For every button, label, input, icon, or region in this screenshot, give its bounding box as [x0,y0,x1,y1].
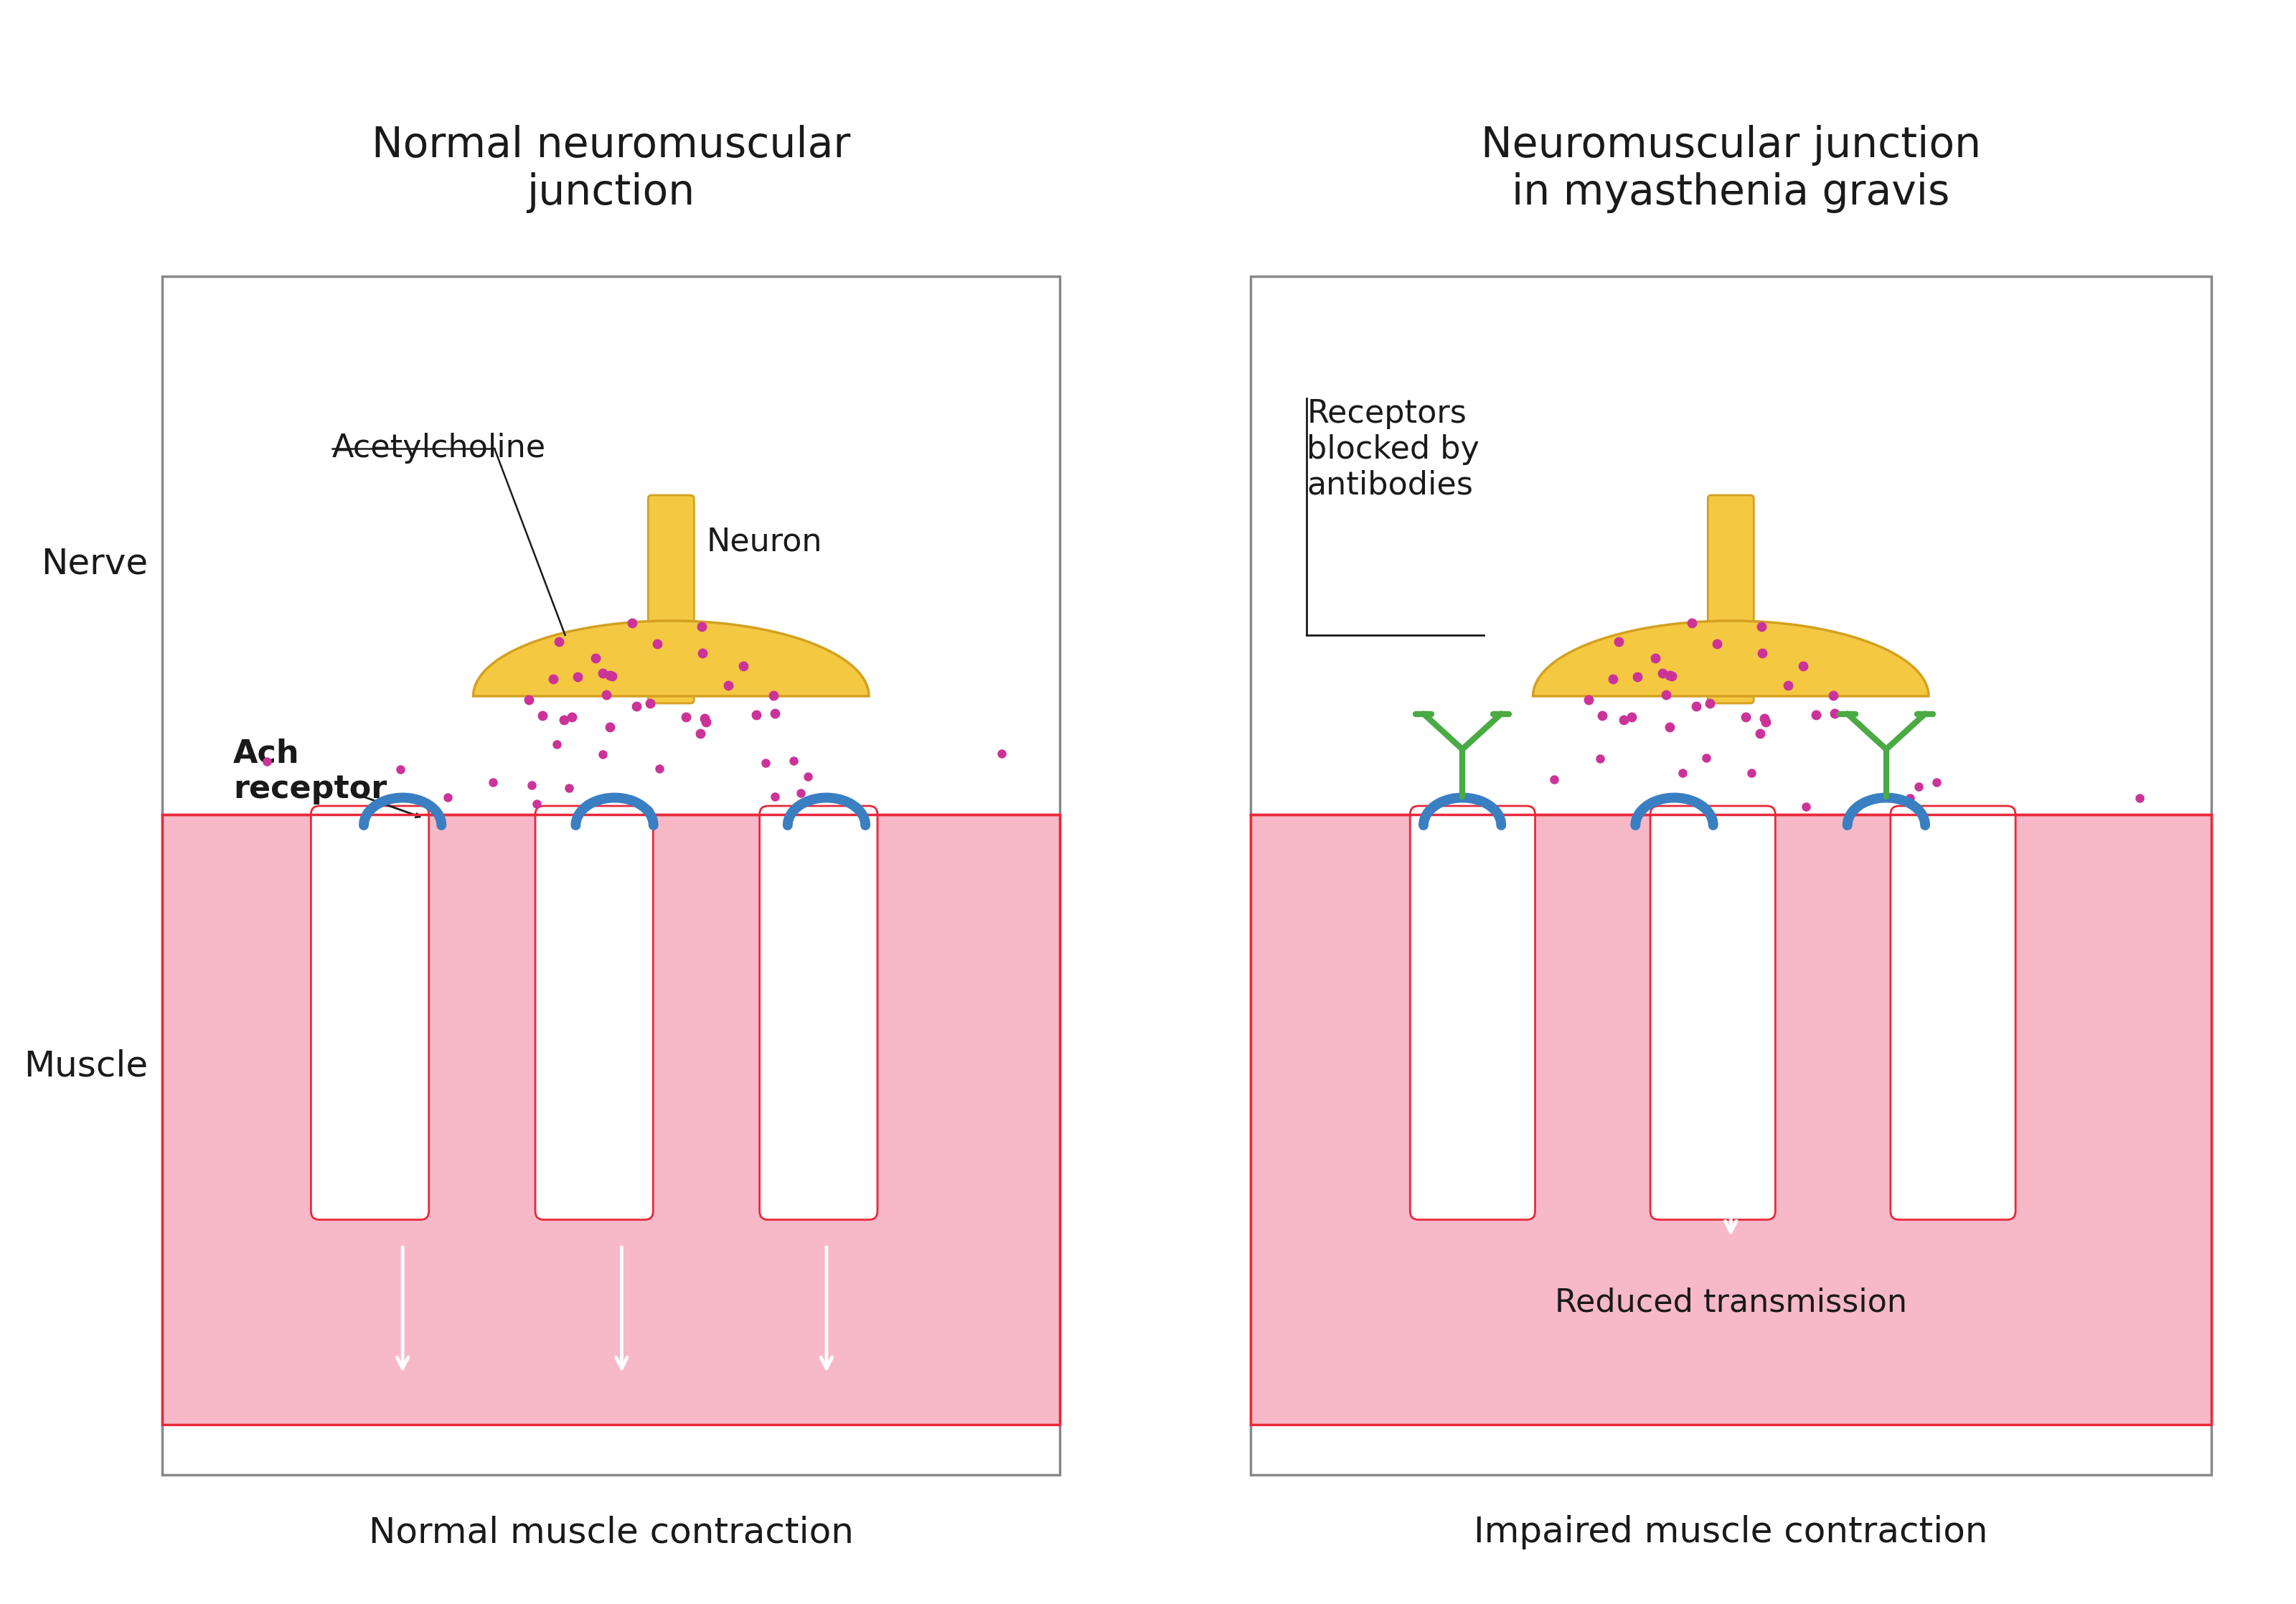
FancyBboxPatch shape [310,805,429,1219]
FancyBboxPatch shape [647,496,693,703]
FancyBboxPatch shape [1251,815,2211,1424]
FancyBboxPatch shape [535,805,652,1219]
Polygon shape [473,621,868,696]
Text: Normal neuromuscular
junction: Normal neuromuscular junction [372,125,850,213]
FancyBboxPatch shape [163,815,1061,1424]
Text: Acetylcholine: Acetylcholine [333,433,546,464]
Text: Muscle: Muscle [23,1049,149,1083]
Text: Impaired muscle contraction: Impaired muscle contraction [1474,1516,1988,1549]
Text: Neuron: Neuron [707,526,822,557]
Text: Receptors
blocked by
antibodies: Receptors blocked by antibodies [1306,398,1479,500]
FancyBboxPatch shape [163,276,1061,1474]
Text: Neuromuscular junction
in myasthenia gravis: Neuromuscular junction in myasthenia gra… [1481,125,1981,213]
FancyBboxPatch shape [1651,805,1775,1219]
FancyBboxPatch shape [760,805,877,1219]
Text: Ach
receptor: Ach receptor [234,738,386,805]
FancyBboxPatch shape [1890,805,2016,1219]
Text: Nerve: Nerve [41,545,149,581]
Text: Normal muscle contraction: Normal muscle contraction [370,1516,854,1549]
Polygon shape [1534,621,1929,696]
Text: Reduced transmission: Reduced transmission [1554,1286,1908,1318]
FancyBboxPatch shape [1410,805,1536,1219]
FancyBboxPatch shape [1708,496,1754,703]
FancyBboxPatch shape [1251,276,2211,1474]
